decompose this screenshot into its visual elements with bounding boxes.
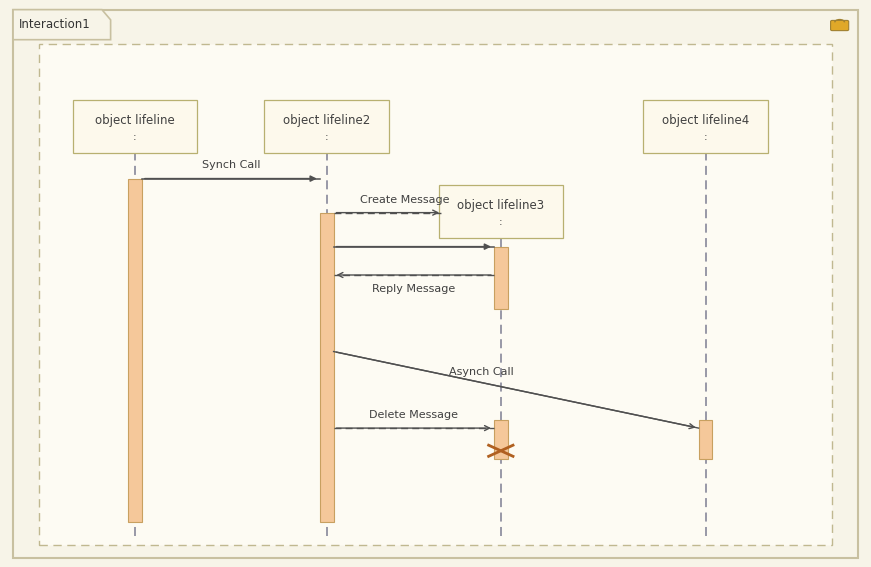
Text: Interaction1: Interaction1 — [19, 18, 91, 31]
Polygon shape — [13, 10, 111, 40]
Text: Synch Call: Synch Call — [201, 159, 260, 170]
Text: object lifeline2: object lifeline2 — [283, 114, 370, 127]
FancyBboxPatch shape — [39, 44, 832, 545]
Text: object lifeline3: object lifeline3 — [457, 199, 544, 212]
Text: :: : — [704, 132, 707, 142]
FancyBboxPatch shape — [438, 185, 563, 238]
FancyBboxPatch shape — [320, 213, 334, 522]
FancyBboxPatch shape — [643, 100, 768, 153]
FancyBboxPatch shape — [831, 20, 848, 31]
Text: Delete Message: Delete Message — [369, 410, 458, 420]
Text: object lifeline4: object lifeline4 — [662, 114, 749, 127]
Text: Asynch Call: Asynch Call — [449, 367, 514, 378]
FancyBboxPatch shape — [72, 100, 197, 153]
Text: :: : — [133, 132, 137, 142]
FancyBboxPatch shape — [494, 420, 508, 459]
FancyBboxPatch shape — [494, 247, 508, 309]
Text: Reply Message: Reply Message — [372, 284, 456, 294]
FancyBboxPatch shape — [699, 420, 712, 459]
FancyBboxPatch shape — [264, 100, 388, 153]
Text: :: : — [325, 132, 328, 142]
Text: object lifeline: object lifeline — [95, 114, 175, 127]
FancyBboxPatch shape — [128, 179, 142, 522]
Text: Create Message: Create Message — [361, 194, 449, 205]
FancyBboxPatch shape — [13, 10, 858, 558]
Text: :: : — [499, 217, 503, 227]
